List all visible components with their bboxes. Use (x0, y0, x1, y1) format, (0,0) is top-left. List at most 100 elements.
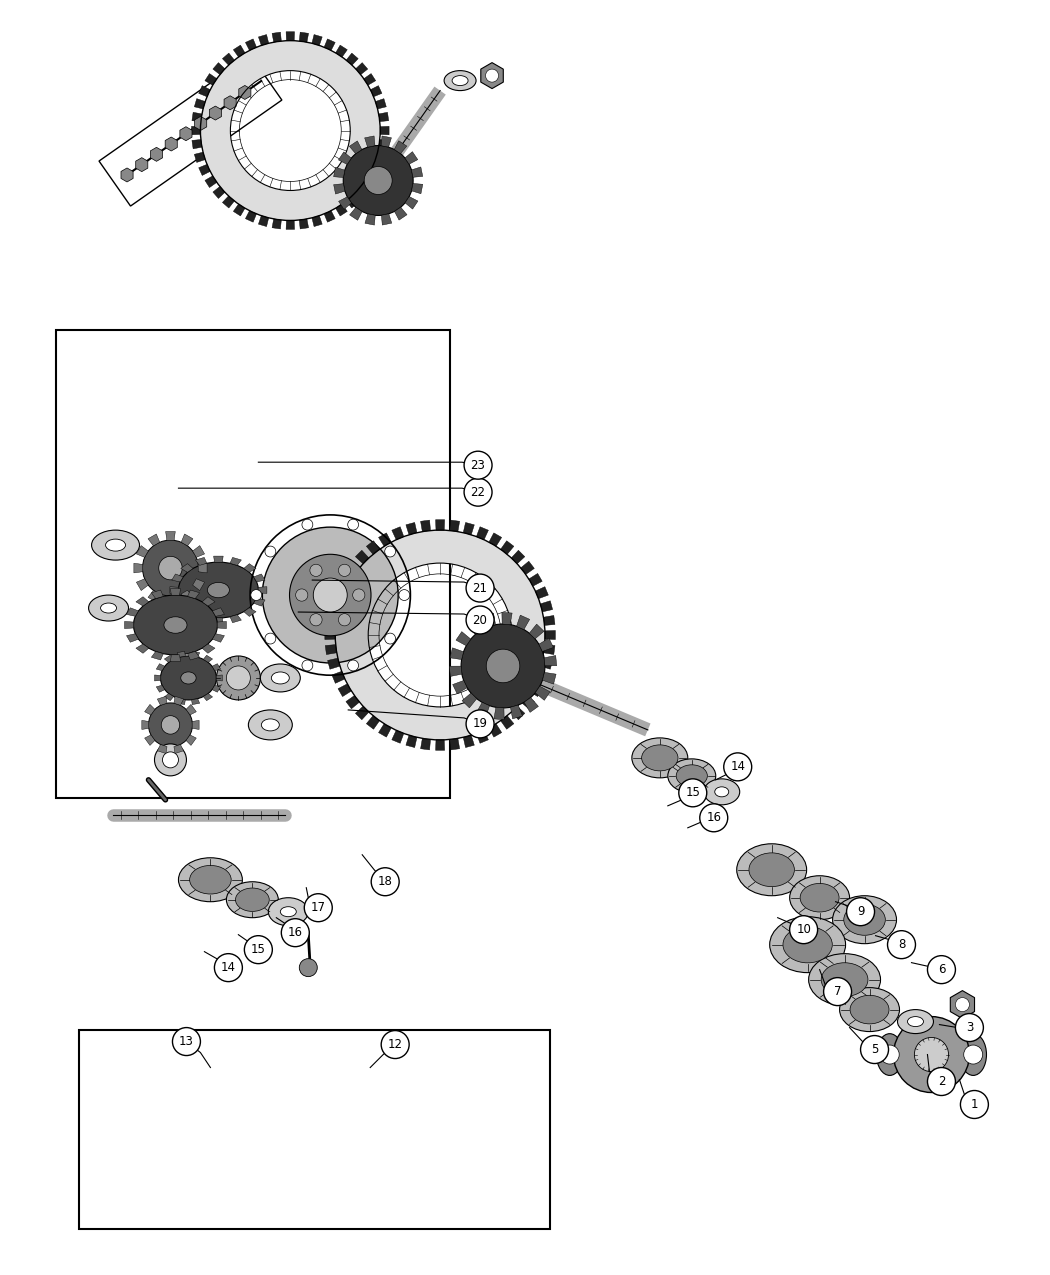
Polygon shape (170, 589, 181, 595)
Polygon shape (510, 705, 523, 719)
Polygon shape (355, 706, 369, 719)
Polygon shape (299, 32, 309, 42)
Polygon shape (195, 557, 207, 565)
Polygon shape (312, 215, 322, 227)
Polygon shape (145, 704, 155, 715)
Ellipse shape (642, 745, 678, 771)
Polygon shape (376, 98, 386, 108)
Polygon shape (212, 634, 225, 643)
Polygon shape (544, 645, 555, 654)
Circle shape (310, 613, 322, 626)
Polygon shape (541, 601, 552, 612)
Text: 3: 3 (966, 1021, 973, 1034)
Polygon shape (450, 648, 463, 659)
Text: 16: 16 (288, 926, 302, 940)
Polygon shape (363, 74, 376, 85)
Polygon shape (170, 655, 181, 662)
Polygon shape (529, 623, 544, 639)
Polygon shape (477, 731, 488, 743)
Polygon shape (254, 598, 265, 606)
Circle shape (148, 703, 192, 747)
Ellipse shape (898, 1010, 933, 1034)
Polygon shape (213, 186, 225, 199)
Polygon shape (381, 214, 392, 226)
Polygon shape (272, 32, 281, 42)
Polygon shape (338, 196, 352, 209)
Polygon shape (453, 681, 467, 694)
Circle shape (372, 868, 399, 896)
Polygon shape (192, 546, 205, 557)
Ellipse shape (770, 917, 845, 973)
Polygon shape (177, 699, 185, 705)
Polygon shape (406, 523, 417, 534)
Polygon shape (145, 734, 155, 746)
Circle shape (381, 1030, 410, 1058)
Polygon shape (326, 616, 337, 626)
Circle shape (304, 894, 332, 922)
Polygon shape (133, 564, 143, 572)
Ellipse shape (850, 996, 889, 1024)
Polygon shape (142, 720, 149, 729)
Polygon shape (536, 586, 548, 599)
Polygon shape (524, 697, 539, 713)
Polygon shape (165, 136, 177, 150)
Polygon shape (462, 694, 477, 708)
Ellipse shape (877, 1034, 903, 1075)
Circle shape (384, 546, 396, 557)
Circle shape (699, 803, 728, 831)
Circle shape (159, 556, 183, 580)
Polygon shape (194, 116, 207, 130)
Polygon shape (334, 167, 344, 177)
Text: 9: 9 (857, 905, 864, 918)
Text: 23: 23 (470, 459, 485, 472)
Circle shape (353, 589, 365, 601)
Polygon shape (436, 520, 444, 530)
Polygon shape (381, 136, 392, 147)
Circle shape (214, 954, 243, 982)
Circle shape (265, 546, 276, 557)
Ellipse shape (444, 70, 476, 91)
Polygon shape (158, 696, 167, 705)
Polygon shape (529, 683, 542, 696)
Ellipse shape (833, 896, 897, 944)
Ellipse shape (271, 672, 290, 683)
Circle shape (364, 167, 393, 195)
Polygon shape (449, 520, 460, 532)
Polygon shape (188, 652, 200, 660)
Ellipse shape (101, 603, 117, 613)
Circle shape (265, 634, 276, 644)
Polygon shape (356, 186, 368, 199)
Polygon shape (166, 595, 175, 604)
Circle shape (956, 997, 969, 1011)
Polygon shape (223, 196, 234, 208)
Circle shape (216, 655, 260, 700)
Ellipse shape (178, 562, 258, 618)
Circle shape (384, 634, 396, 644)
Polygon shape (246, 40, 256, 51)
Polygon shape (449, 738, 460, 750)
Polygon shape (181, 564, 193, 572)
Ellipse shape (227, 882, 278, 918)
Circle shape (143, 541, 198, 595)
Ellipse shape (261, 719, 279, 731)
Polygon shape (191, 652, 200, 657)
Circle shape (486, 649, 520, 682)
Polygon shape (164, 694, 173, 701)
Text: 13: 13 (178, 1035, 194, 1048)
Circle shape (961, 1090, 988, 1118)
Ellipse shape (783, 927, 833, 963)
Text: 15: 15 (686, 787, 700, 799)
Polygon shape (364, 136, 375, 147)
Polygon shape (332, 586, 344, 599)
Ellipse shape (704, 779, 739, 805)
Ellipse shape (715, 787, 729, 797)
FancyBboxPatch shape (99, 55, 281, 207)
Polygon shape (177, 652, 185, 657)
Polygon shape (392, 527, 404, 539)
Text: 18: 18 (378, 875, 393, 889)
Polygon shape (536, 686, 550, 700)
Polygon shape (186, 704, 196, 715)
Polygon shape (421, 738, 430, 750)
Ellipse shape (91, 530, 140, 560)
Polygon shape (346, 54, 358, 65)
